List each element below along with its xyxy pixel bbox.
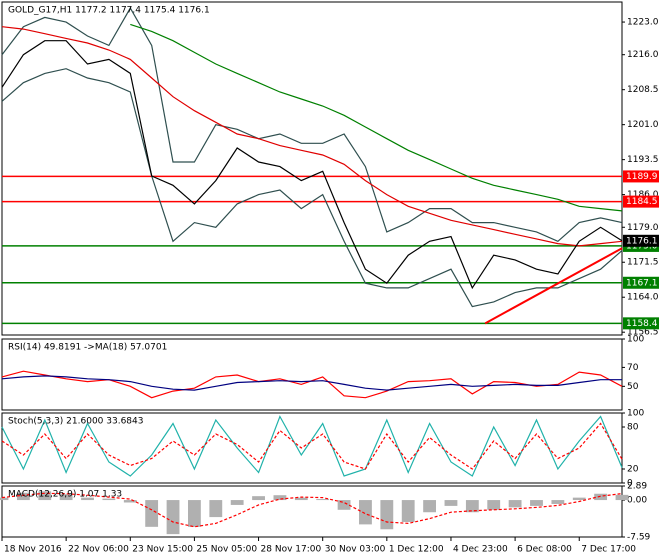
macd-bar [572,497,586,501]
panel-title: MACD(12,26,9) 1.07 1.33 [8,490,122,500]
macd-bar [380,500,394,530]
macd-bar [530,500,543,506]
last-price-label: 1176.1 [626,236,658,246]
macd-bar [273,495,287,501]
series-line [1,492,623,528]
level-box [623,317,659,330]
macd-bar [465,500,479,513]
macd-bar [209,500,223,518]
x-tick-label: 22 Nov 06:00 [68,545,129,555]
y-tick-label: 1179.0 [627,223,659,233]
macd-bar [166,500,180,535]
panel-frame [1,338,623,411]
macd-bar [316,499,330,501]
macd-bar [16,492,30,501]
x-tick-label: 23 Nov 15:00 [132,545,193,555]
level-label: 1184.5 [626,197,658,207]
y-tick-label: 1208.5 [627,85,659,95]
trend-line [484,247,623,325]
macd-bar [444,500,458,506]
macd-bar [294,497,308,501]
level-label: 1167.1 [626,278,658,288]
macd-bar [337,500,351,510]
y-tick-label: 1156.5 [627,328,659,338]
series-line [130,23,623,212]
x-tick-label: 18 Nov 2016 [4,545,62,555]
x-tick-label: 7 Dec 17:00 [581,545,636,555]
y-tick-label: 0 [627,479,633,489]
y-tick-label: -7.59 [627,533,651,543]
macd-bar [102,498,116,501]
panel-frame [1,485,623,538]
series-line [1,415,623,477]
macd-bar [145,500,159,527]
y-tick-label: 100 [627,409,644,419]
macd-bar [508,500,522,508]
macd-bar [123,500,137,503]
level-label: 1158.4 [626,319,658,329]
series-line [1,6,623,243]
y-tick-label: 0.00 [627,496,647,506]
x-tick-label: 28 Nov 17:00 [261,545,322,555]
level-box [623,276,659,289]
series-line [1,422,623,470]
panel-title: Stoch(5,3,3) 21.6000 33.6843 [8,417,143,427]
macd-bar [487,500,501,510]
macd-bar [401,500,415,522]
y-tick-label: 50 [627,382,639,392]
x-tick-label: 30 Nov 03:00 [325,545,386,555]
y-tick-label: 100 [627,335,644,345]
panel-frame [1,412,623,484]
macd-bar [81,497,94,501]
level-label: 1189.9 [626,172,658,182]
macd-bar [38,491,52,501]
macd-bar [252,496,265,501]
macd-bar [188,500,201,527]
x-tick-label: 6 Dec 08:00 [517,545,572,555]
y-tick-label: 80 [627,423,639,433]
x-tick-label: 25 Nov 05:00 [196,545,257,555]
macd-bar [59,494,73,501]
y-tick-label: 1171.5 [627,258,659,268]
y-tick-label: 1216.0 [627,50,659,60]
x-tick-label: 1 Dec 12:00 [389,545,444,555]
y-tick-label: 70 [627,363,639,373]
y-tick-label: 1193.5 [627,155,659,165]
macd-bar [423,500,436,513]
y-tick-label: 1186.0 [627,190,659,200]
y-tick-label: 20 [627,465,639,475]
last-price-box [623,234,659,247]
macd-bar [359,500,372,525]
macd-bar [551,500,565,504]
y-tick-label: 1164.0 [627,293,659,303]
y-tick-label: 1223.0 [627,18,659,28]
series-line [1,68,623,308]
level-box [623,195,659,208]
series-line [1,375,622,391]
macd-bar [615,494,629,501]
series-line [1,40,623,290]
level-box [623,170,659,183]
panel-title: RSI(14) 49.8191 ->MA(18) 57.0701 [8,343,167,353]
macd-bar [230,500,244,505]
y-tick-label: 1201.0 [627,120,659,130]
series-line [1,26,623,247]
x-tick-label: 4 Dec 23:00 [453,545,508,555]
panel-frame [1,1,623,336]
panel-title: GOLD_G17,H1 1177.2 1177.4 1175.4 1176.1 [8,6,210,16]
y-tick-label: 2.89 [627,482,647,492]
macd-bar [594,493,608,501]
macd-bar [0,497,9,501]
